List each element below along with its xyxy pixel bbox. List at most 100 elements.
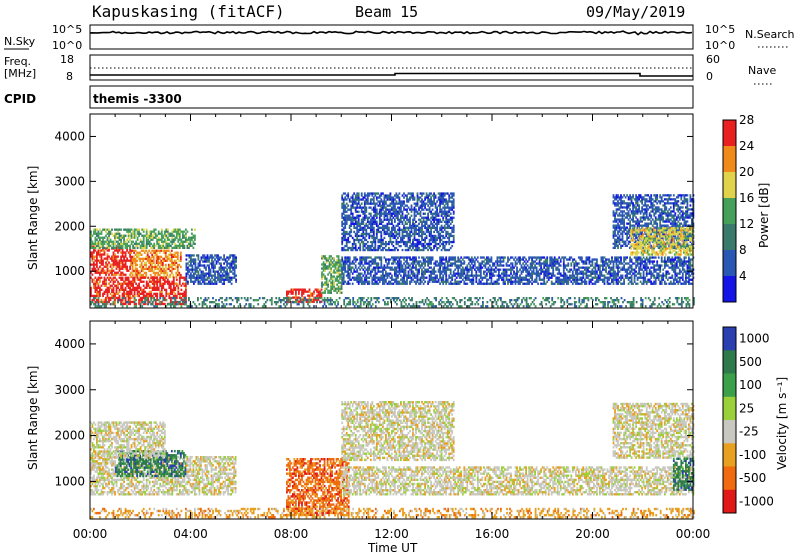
heatmap-cell	[93, 249, 95, 252]
heatmap-cell	[117, 232, 119, 235]
heatmap-cell	[504, 282, 506, 285]
heatmap-cell	[224, 276, 227, 279]
heatmap-cell	[357, 222, 360, 225]
heatmap-cell	[106, 288, 109, 291]
heatmap-cell	[130, 284, 133, 287]
heatmap-cell	[325, 277, 328, 280]
heatmap-cell	[299, 300, 302, 303]
heatmap-cell	[416, 240, 419, 244]
heatmap-cell	[217, 274, 219, 277]
heatmap-cell	[366, 272, 369, 275]
heatmap-cell	[431, 224, 434, 227]
heatmap-cell	[126, 294, 128, 298]
heatmap-cell	[153, 242, 156, 245]
heatmap-cell	[428, 270, 431, 273]
heatmap-cell	[496, 258, 499, 261]
heatmap-cell	[380, 208, 383, 211]
heatmap-cell	[416, 238, 419, 242]
heatmap-cell	[151, 261, 154, 264]
heatmap-cell	[466, 264, 469, 267]
heatmap-cell	[388, 240, 390, 244]
heatmap-cell	[567, 278, 570, 281]
heatmap-cell	[416, 270, 419, 273]
heatmap-cell	[348, 240, 351, 244]
heatmap-cell	[579, 282, 582, 285]
heatmap-cell	[378, 244, 381, 248]
heatmap-cell	[127, 269, 130, 272]
heatmap-cell	[133, 246, 136, 249]
heatmap-cell	[356, 278, 359, 281]
heatmap-cell	[577, 278, 580, 281]
heatmap-cell	[177, 240, 180, 243]
heatmap-cell	[351, 272, 354, 275]
heatmap-cell	[185, 284, 187, 287]
heatmap-cell	[419, 240, 422, 244]
heatmap-cell	[385, 212, 387, 215]
heatmap-cell	[200, 282, 203, 285]
heatmap-cell	[138, 278, 140, 281]
heatmap-cell	[446, 240, 449, 244]
heatmap-cell	[561, 256, 564, 259]
heatmap-cell	[568, 258, 571, 261]
heatmap-cell	[478, 282, 481, 285]
heatmap-cell	[449, 208, 452, 211]
heatmap-cell	[334, 263, 337, 266]
heatmap-cell	[466, 272, 469, 275]
heatmap-cell	[409, 218, 411, 221]
heatmap-cell	[180, 288, 183, 291]
heatmap-cell	[172, 273, 175, 277]
heatmap-cell	[121, 267, 124, 270]
heatmap-cell	[308, 288, 311, 291]
heatmap-cell	[148, 286, 151, 289]
heatmap-cell	[328, 263, 331, 266]
heatmap-cell	[118, 288, 121, 291]
heatmap-cell	[369, 192, 372, 195]
heatmap-cell	[220, 274, 222, 277]
heatmap-cell	[446, 232, 449, 236]
heatmap-cell	[407, 192, 410, 195]
heatmap-cell	[436, 222, 438, 225]
heatmap-cell	[452, 226, 455, 229]
heatmap-cell	[133, 228, 136, 231]
heatmap-cell	[377, 204, 380, 207]
heatmap-cell	[93, 228, 95, 231]
heatmap-cell	[348, 216, 351, 219]
heatmap-cell	[439, 262, 441, 265]
heatmap-cell	[372, 234, 375, 238]
heatmap-cell	[421, 216, 423, 219]
heatmap-cell	[375, 214, 378, 217]
heatmap-cell	[167, 267, 170, 271]
heatmap-cell	[369, 234, 372, 238]
heatmap-cell	[121, 282, 124, 285]
heatmap-cell	[451, 208, 454, 211]
heatmap-cell	[145, 249, 148, 252]
heatmap-cell	[385, 214, 387, 217]
heatmap-cell	[214, 270, 216, 273]
heatmap-cell	[166, 280, 169, 283]
heatmap-cell	[410, 208, 413, 211]
heatmap-cell	[188, 276, 191, 279]
heatmap-cell	[562, 280, 565, 283]
heatmap-cell	[372, 268, 375, 271]
heatmap-cell	[151, 230, 154, 233]
heatmap-cell	[443, 192, 446, 195]
heatmap-cell	[212, 274, 215, 277]
heatmap-cell	[584, 282, 586, 285]
heatmap-cell	[374, 204, 377, 207]
heatmap-cell	[208, 274, 210, 277]
heatmap-cell	[111, 290, 113, 293]
heatmap-cell	[407, 218, 410, 221]
heatmap-cell	[392, 248, 395, 252]
heatmap-cell	[130, 271, 132, 275]
heatmap-cell	[388, 210, 390, 213]
heatmap-cell	[440, 230, 443, 234]
heatmap-cell	[377, 278, 380, 281]
heatmap-cell	[525, 274, 527, 277]
heatmap-cell	[157, 302, 160, 306]
heatmap-cell	[212, 260, 215, 263]
heatmap-cell	[574, 260, 577, 263]
heatmap-cell	[165, 276, 168, 279]
heatmap-cell	[185, 274, 188, 277]
heatmap-cell	[558, 276, 561, 279]
heatmap-cell	[442, 280, 445, 283]
